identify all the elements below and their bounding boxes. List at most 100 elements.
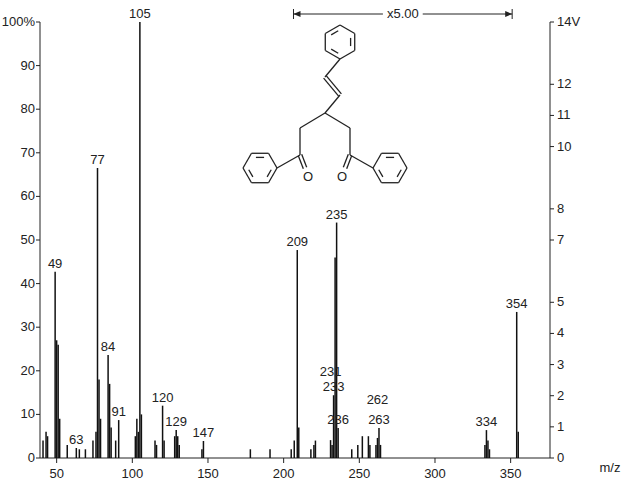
y-tick (36, 65, 40, 66)
peak (177, 436, 179, 458)
y-tick (36, 283, 40, 284)
y2-tick (550, 364, 554, 365)
peak (330, 440, 332, 458)
peak (484, 445, 486, 458)
y2-tick (550, 240, 554, 241)
bond (325, 113, 350, 128)
peak-label: 129 (165, 414, 187, 429)
peak-label: 334 (476, 414, 498, 429)
bond (325, 95, 340, 113)
peak (362, 436, 364, 458)
peak (138, 432, 140, 458)
peak (315, 441, 317, 458)
x-tick-label: 150 (197, 466, 219, 481)
bond (267, 170, 271, 177)
peak (47, 436, 49, 458)
peak (269, 449, 271, 458)
y2-tick-label: 5 (557, 294, 564, 309)
peak (334, 257, 336, 458)
bond (302, 154, 307, 167)
bond (325, 59, 340, 77)
peak (489, 449, 491, 458)
bond (379, 170, 383, 177)
y2-tick (550, 333, 554, 334)
peak (97, 168, 99, 458)
bond (340, 25, 355, 34)
peak (337, 428, 339, 458)
peak-label: 263 (368, 412, 390, 427)
peak (79, 449, 81, 458)
peak (156, 445, 158, 458)
x-axis-line (40, 458, 550, 459)
x-tick-label: 200 (273, 466, 295, 481)
bond (350, 155, 373, 168)
bond (340, 51, 355, 60)
bond (397, 170, 401, 177)
bond (326, 76, 341, 94)
y-tick-label: 70 (21, 145, 35, 160)
y-tick-label: 60 (21, 188, 35, 203)
x-tick-label: 350 (500, 466, 522, 481)
peak (139, 22, 141, 458)
x-axis-label: m/z (600, 460, 621, 475)
y-tick-label: 90 (21, 58, 35, 73)
peak (250, 449, 252, 458)
x-tick (510, 458, 511, 463)
x-tick-label: 300 (424, 466, 446, 481)
y2-tick-label: 10 (557, 139, 571, 154)
bond (349, 128, 350, 155)
peak (357, 445, 359, 458)
bond (331, 49, 338, 53)
bond (386, 157, 394, 158)
y2-tick (550, 302, 554, 303)
y2-tick-label: 12 (557, 76, 571, 91)
peak (517, 432, 519, 458)
peak-label: 63 (69, 432, 83, 447)
y2-tick-label: 3 (557, 357, 564, 372)
bond (382, 153, 399, 154)
peak (136, 419, 138, 458)
peak (487, 441, 489, 458)
y-tick (36, 414, 40, 415)
peak (42, 441, 44, 458)
peak (98, 380, 100, 458)
x-tick (207, 458, 208, 463)
peaks (43, 22, 518, 458)
peak (378, 428, 380, 458)
peak-label: 147 (193, 425, 215, 440)
bond (373, 153, 382, 168)
peak-label: 354 (506, 296, 528, 311)
peak (162, 406, 164, 458)
peak (115, 441, 117, 458)
peak-label: 231 (320, 364, 342, 379)
peak-label: 209 (286, 234, 308, 249)
bond (243, 153, 252, 168)
x-tick (434, 458, 435, 463)
y2-tick (550, 22, 554, 23)
y-tick (36, 152, 40, 153)
y2-tick (550, 146, 554, 147)
bond (252, 182, 269, 183)
annotation-arrow (505, 11, 512, 17)
bond (399, 168, 408, 183)
y2-tick (550, 208, 554, 209)
bond (325, 34, 326, 51)
peak (377, 438, 379, 458)
peak (380, 445, 382, 458)
annotation: x5.00 (387, 6, 419, 21)
y2-tick-label: 0 (557, 450, 564, 465)
y2-tick (550, 115, 554, 116)
bond (331, 31, 338, 35)
y-tick-label: 20 (21, 363, 35, 378)
y-tick-label: 50 (21, 232, 35, 247)
bond (249, 170, 253, 177)
peak-label: 235 (326, 207, 348, 222)
bond (399, 153, 408, 168)
y2-tick-label: 1 (557, 419, 564, 434)
atom-label: O (337, 169, 347, 184)
peak-label: 236 (327, 412, 349, 427)
annotation-range (293, 9, 512, 19)
peak (54, 272, 56, 458)
peak (516, 312, 518, 458)
peak (310, 449, 312, 458)
